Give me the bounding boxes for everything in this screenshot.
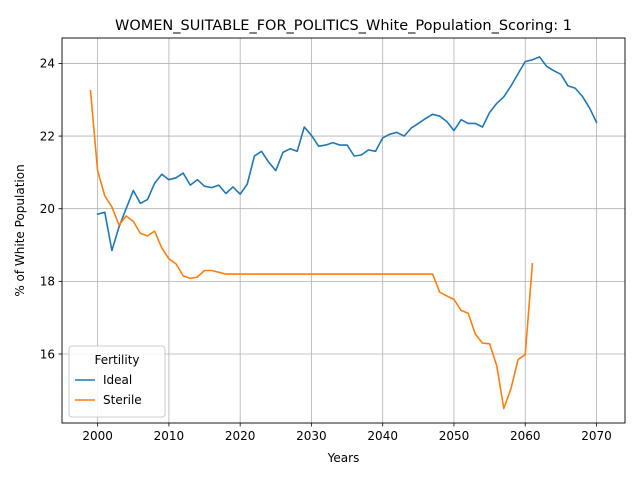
y-tick-label: 16 bbox=[40, 347, 55, 361]
y-tick-label: 20 bbox=[40, 202, 55, 216]
x-tick-label: 2020 bbox=[225, 429, 256, 443]
y-tick-label: 18 bbox=[40, 275, 55, 289]
x-tick-label: 2030 bbox=[296, 429, 327, 443]
x-tick-label: 2000 bbox=[82, 429, 113, 443]
legend-label-ideal: Ideal bbox=[103, 373, 132, 387]
x-tick-label: 2050 bbox=[439, 429, 470, 443]
legend-title: Fertility bbox=[94, 353, 139, 367]
x-axis-label: Years bbox=[327, 451, 360, 465]
legend: Fertility Ideal Sterile bbox=[69, 346, 165, 417]
y-axis-label: % of White Population bbox=[13, 164, 27, 296]
y-tick-label: 24 bbox=[40, 57, 55, 71]
legend-label-sterile: Sterile bbox=[103, 393, 142, 407]
chart-title: WOMEN_SUITABLE_FOR_POLITICS_White_Popula… bbox=[115, 18, 572, 34]
x-tick-label: 2040 bbox=[367, 429, 398, 443]
y-tick-label: 22 bbox=[40, 129, 55, 143]
x-tick-label: 2010 bbox=[154, 429, 185, 443]
x-tick-label: 2070 bbox=[581, 429, 612, 443]
x-tick-label: 2060 bbox=[510, 429, 541, 443]
